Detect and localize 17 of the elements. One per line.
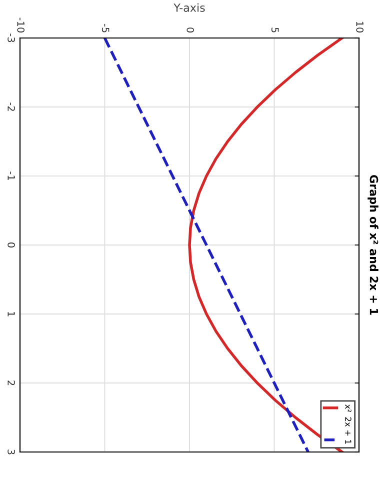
line-series <box>188 38 344 452</box>
x-tick-label: -10 <box>17 18 25 32</box>
y-tick-label: 0 <box>8 242 15 248</box>
y-tick-label: -2 <box>8 102 15 111</box>
text: Graph of x² and 2x + 1 <box>368 175 378 315</box>
x-tick-label: -5 <box>102 24 110 32</box>
legend-label: x² <box>345 404 352 412</box>
x-tick-label: 5 <box>271 28 279 32</box>
x-tick-label: 0 <box>186 28 194 32</box>
y-tick-label: -1 <box>8 172 15 180</box>
y-tick-label: 2 <box>8 380 15 386</box>
x-tick-label: 10 <box>356 22 364 32</box>
y-tick-label: 3 <box>8 450 15 454</box>
x-axis-title: Y-axis <box>174 3 205 12</box>
y-tick-label: 1 <box>8 312 15 316</box>
text: 2x + 1 <box>345 417 352 444</box>
y-tick-label: -3 <box>8 34 15 42</box>
